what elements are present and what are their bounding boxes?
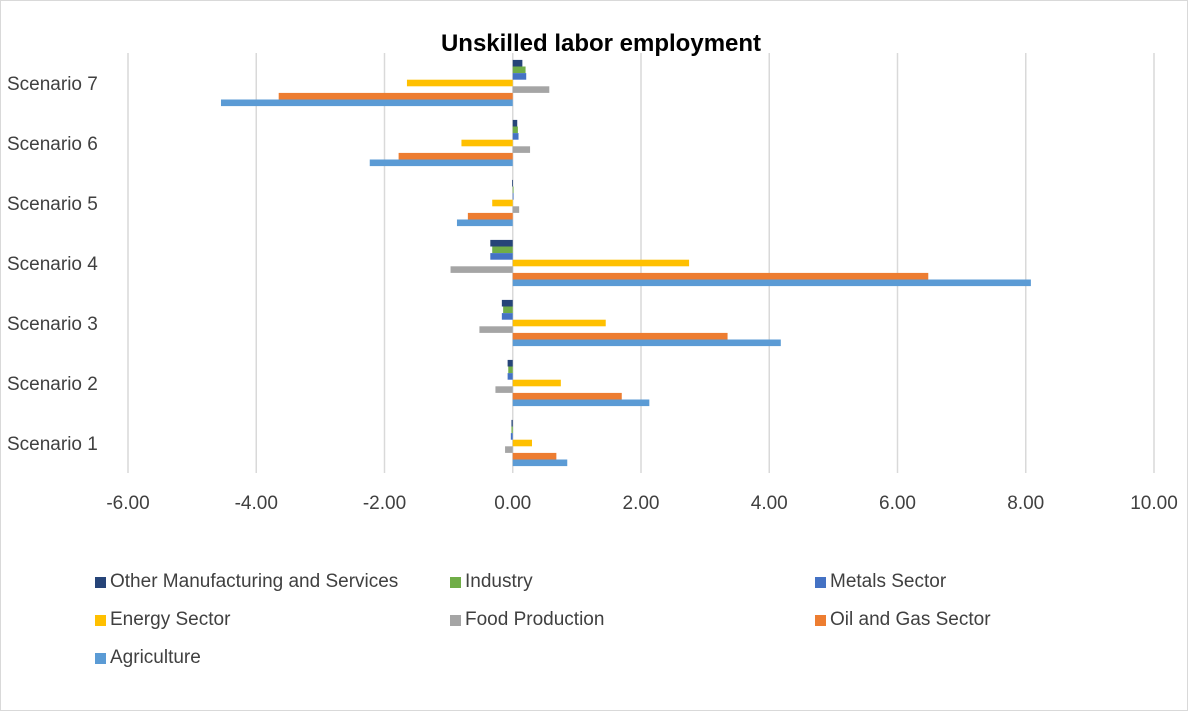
- bar: [507, 359, 513, 367]
- bar: [512, 459, 568, 467]
- bar: [512, 193, 514, 200]
- bar: [512, 66, 526, 74]
- legend-item: Agriculture: [95, 647, 201, 669]
- bar: [512, 279, 1031, 287]
- bar: [461, 139, 513, 147]
- category-label: Scenario 2: [7, 374, 98, 395]
- bar: [278, 92, 513, 100]
- legend-item: Other Manufacturing and Services: [95, 571, 398, 593]
- bar: [369, 159, 513, 167]
- bar: [512, 73, 527, 80]
- bar: [220, 99, 513, 107]
- category-label: Scenario 3: [7, 314, 98, 335]
- legend-item: Oil and Gas Sector: [815, 609, 991, 631]
- bar: [512, 206, 520, 213]
- bar: [511, 419, 513, 427]
- bar: [406, 79, 513, 87]
- bar: [512, 133, 519, 140]
- bar: [511, 426, 513, 434]
- bar: [512, 86, 550, 93]
- bar: [503, 306, 513, 314]
- legend-label: Energy Sector: [110, 609, 231, 630]
- category-label: Scenario 6: [7, 134, 98, 155]
- category-label: Scenario 7: [7, 74, 98, 95]
- bar: [492, 246, 513, 254]
- bar: [510, 433, 513, 440]
- legend-label: Metals Sector: [830, 571, 947, 592]
- x-tick-label: 2.00: [623, 493, 660, 514]
- bar: [467, 212, 513, 220]
- bar: [512, 186, 514, 194]
- legend-item: Metals Sector: [815, 571, 946, 593]
- bar: [492, 199, 513, 207]
- x-tick-label: -2.00: [363, 493, 406, 514]
- bar: [512, 126, 518, 134]
- x-tick-label: 0.00: [494, 493, 531, 514]
- x-tick-label: -6.00: [106, 493, 149, 514]
- bars: [220, 59, 1031, 467]
- bar: [507, 373, 513, 380]
- legend-swatch: [815, 614, 826, 626]
- bar: [512, 439, 532, 447]
- bar: [398, 152, 513, 160]
- bar: [501, 313, 513, 320]
- bar: [512, 319, 606, 327]
- legend-label: Agriculture: [110, 647, 201, 668]
- legend-swatch: [815, 576, 826, 588]
- bar: [512, 272, 929, 280]
- bar: [495, 386, 513, 393]
- bar: [450, 266, 513, 273]
- bar: [512, 59, 523, 67]
- bar: [490, 253, 513, 260]
- legend-item: Energy Sector: [95, 609, 230, 631]
- bar: [512, 399, 650, 407]
- x-tick-label: 4.00: [751, 493, 788, 514]
- category-label: Scenario 4: [7, 254, 98, 275]
- legend-item: Food Production: [450, 609, 604, 631]
- legend-label: Oil and Gas Sector: [830, 609, 991, 630]
- bar: [512, 339, 781, 347]
- bar: [501, 299, 513, 307]
- bar: [490, 239, 513, 247]
- bar: [512, 259, 690, 267]
- x-tick-label: 6.00: [879, 493, 916, 514]
- x-tick-labels: -6.00 -4.00 -2.00 0.00 2.00 4.00 6.00 8.00 10.00: [106, 493, 1177, 514]
- legend-label: Industry: [465, 571, 533, 592]
- x-tick-label: 8.00: [1007, 493, 1044, 514]
- legend-swatch: [95, 652, 106, 664]
- bar: [512, 332, 728, 340]
- bar: [456, 219, 513, 227]
- bar: [505, 446, 513, 453]
- legend-swatch: [450, 614, 461, 626]
- bar: [508, 366, 513, 374]
- category-label: Scenario 1: [7, 434, 98, 455]
- legend-swatch: [95, 576, 106, 588]
- legend-swatch: [95, 614, 106, 626]
- bar: [512, 392, 622, 400]
- bar: [512, 119, 518, 127]
- bar: [479, 326, 513, 333]
- category-label: Scenario 5: [7, 194, 98, 215]
- legend-label: Food Production: [465, 609, 605, 630]
- x-tick-label: 10.00: [1130, 493, 1178, 514]
- bar: [512, 379, 561, 387]
- bar: [512, 179, 513, 187]
- bar: [512, 146, 531, 153]
- category-labels: Scenario 1 Scenario 2 Scenario 3 Scenario 4…: [7, 74, 98, 455]
- legend-item: Industry: [450, 571, 533, 593]
- legend-label: Other Manufacturing and Services: [110, 571, 399, 592]
- chart-title: Unskilled labor employment: [441, 30, 761, 57]
- x-tick-label: -4.00: [235, 493, 278, 514]
- legend-swatch: [450, 576, 461, 588]
- bar: [512, 452, 557, 460]
